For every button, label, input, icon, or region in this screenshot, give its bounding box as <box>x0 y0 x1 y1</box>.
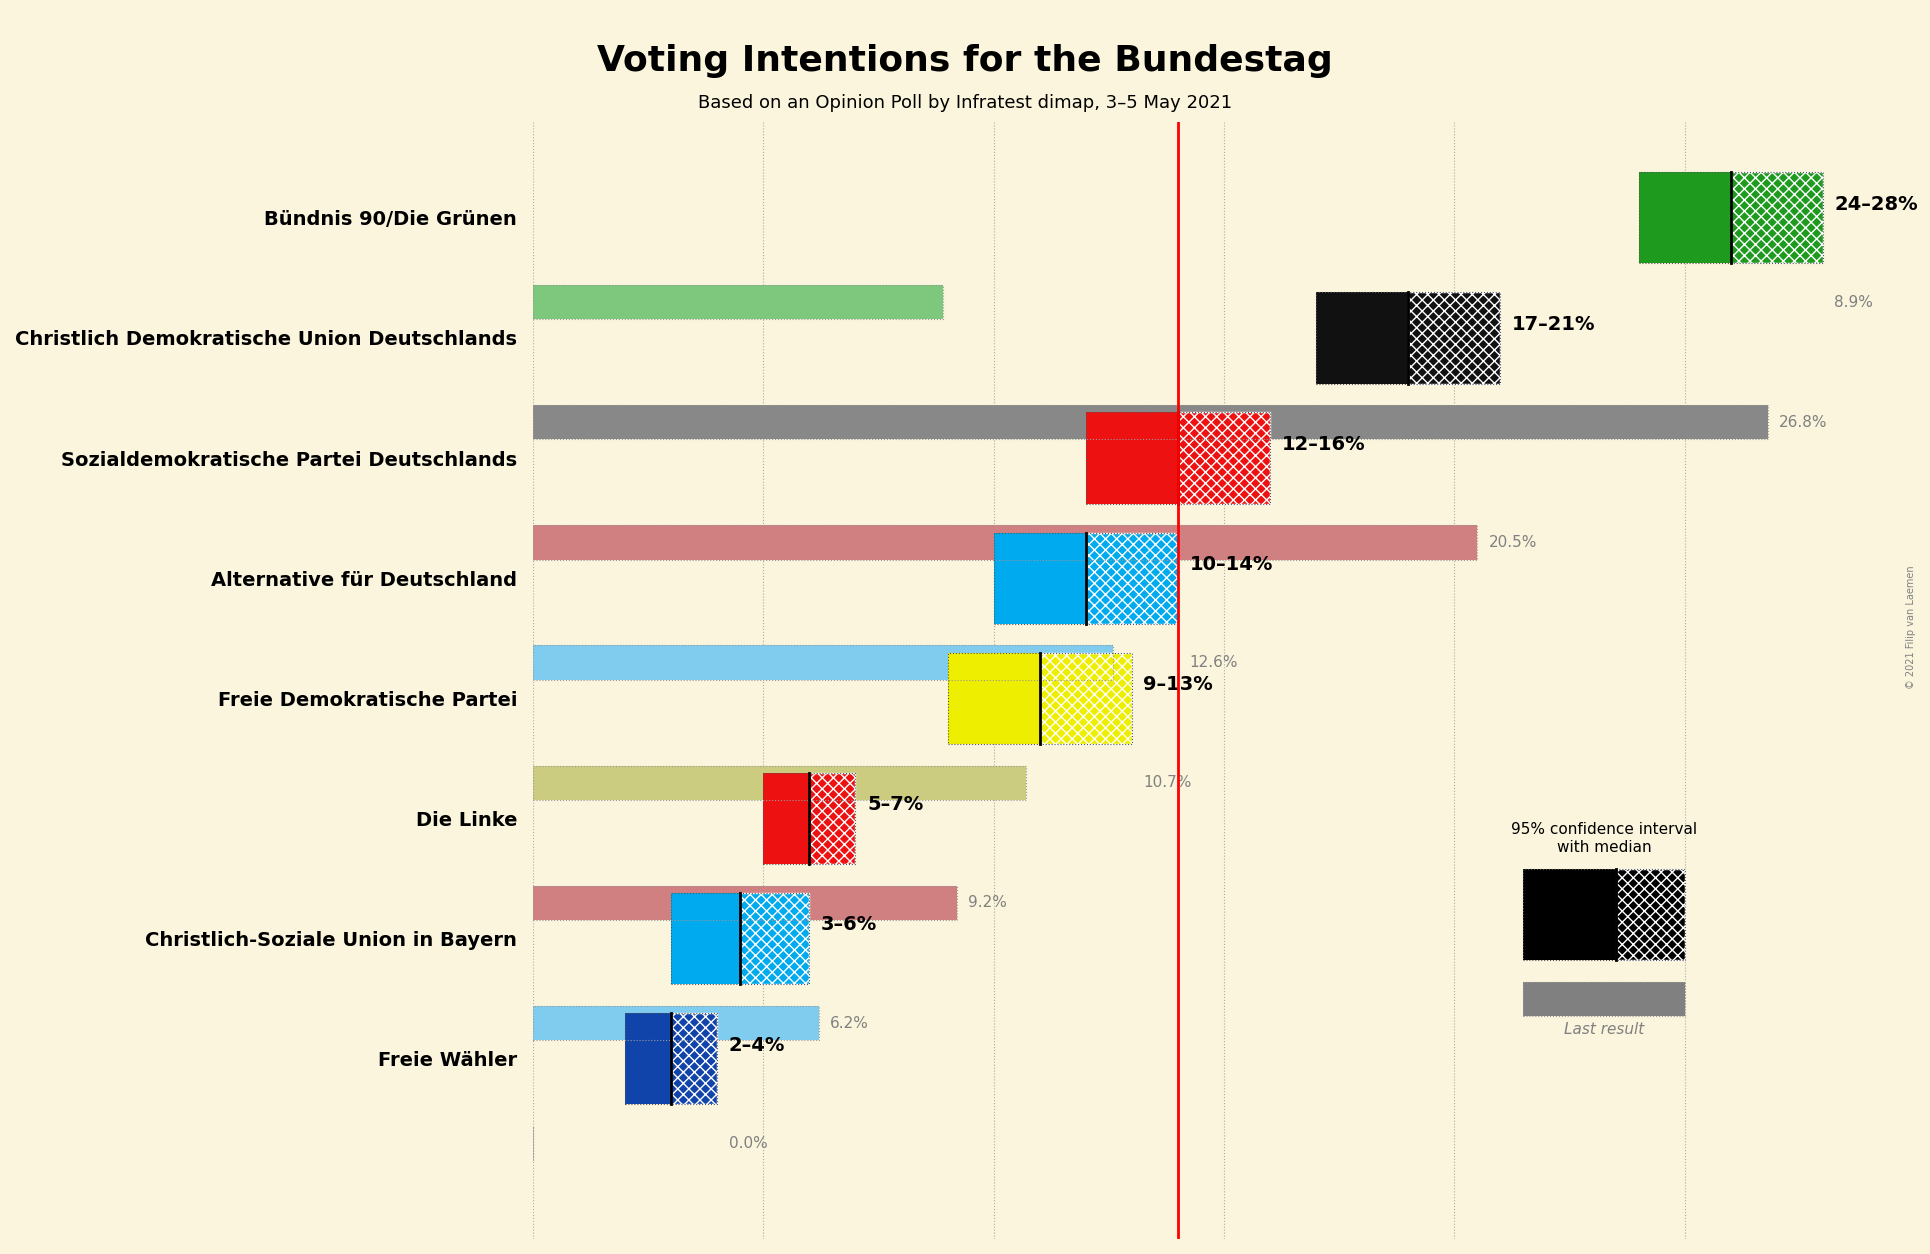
Bar <box>533 766 1027 800</box>
Bar <box>1040 652 1131 744</box>
Text: 3–6%: 3–6% <box>820 915 876 934</box>
Bar <box>533 885 957 920</box>
Bar <box>533 885 957 920</box>
Bar <box>809 772 855 864</box>
Bar <box>533 525 1476 559</box>
Bar <box>1409 292 1500 384</box>
Text: Voting Intentions for the Bundestag: Voting Intentions for the Bundestag <box>596 44 1334 78</box>
Bar <box>1523 869 1685 961</box>
Bar <box>1615 869 1685 961</box>
Text: 9–13%: 9–13% <box>1143 675 1214 695</box>
Text: 20.5%: 20.5% <box>1488 535 1538 551</box>
Text: 24–28%: 24–28% <box>1834 194 1918 213</box>
Bar <box>1087 413 1270 504</box>
Text: 12–16%: 12–16% <box>1282 435 1365 454</box>
Bar <box>533 1006 818 1040</box>
Text: 12.6%: 12.6% <box>1189 655 1237 670</box>
Bar <box>533 525 1476 559</box>
Bar <box>1523 982 1685 1016</box>
Bar <box>1087 413 1177 504</box>
Bar <box>1731 172 1822 263</box>
Bar <box>672 893 809 984</box>
Bar <box>1639 172 1822 263</box>
Bar <box>533 1006 818 1040</box>
Bar <box>625 1013 672 1105</box>
Bar <box>533 405 1768 439</box>
Text: Last result: Last result <box>1563 1022 1644 1037</box>
Text: Based on an Opinion Poll by Infratest dimap, 3–5 May 2021: Based on an Opinion Poll by Infratest di… <box>699 94 1231 112</box>
Text: 0.0%: 0.0% <box>730 1136 768 1151</box>
Text: 10–14%: 10–14% <box>1189 556 1272 574</box>
Bar <box>1316 292 1409 384</box>
Bar <box>672 893 741 984</box>
Bar <box>1177 413 1270 504</box>
Text: 95% confidence interval
with median: 95% confidence interval with median <box>1511 823 1696 854</box>
Text: 6.2%: 6.2% <box>830 1016 868 1031</box>
Bar <box>1087 533 1177 623</box>
Bar <box>533 405 1768 439</box>
Bar <box>948 652 1040 744</box>
Text: 9.2%: 9.2% <box>969 895 1007 910</box>
Bar <box>533 646 1114 680</box>
Bar <box>762 772 855 864</box>
Bar <box>533 766 1027 800</box>
Text: 8.9%: 8.9% <box>1834 295 1874 310</box>
Bar <box>948 652 1131 744</box>
Text: 10.7%: 10.7% <box>1143 775 1191 790</box>
Text: 26.8%: 26.8% <box>1779 415 1828 430</box>
Bar <box>533 646 1114 680</box>
Text: 5–7%: 5–7% <box>867 795 923 814</box>
Bar <box>741 893 809 984</box>
Bar <box>533 285 944 320</box>
Bar <box>994 533 1177 623</box>
Bar <box>1523 869 1615 961</box>
Text: © 2021 Filip van Laemen: © 2021 Filip van Laemen <box>1907 566 1916 688</box>
Bar <box>1316 292 1500 384</box>
Text: 2–4%: 2–4% <box>730 1036 786 1055</box>
Bar <box>672 1013 718 1105</box>
Bar <box>533 285 944 320</box>
Bar <box>1639 172 1731 263</box>
Bar <box>1523 982 1685 1016</box>
Text: 17–21%: 17–21% <box>1511 315 1596 334</box>
Bar <box>762 772 809 864</box>
Bar <box>625 1013 718 1105</box>
Bar <box>994 533 1087 623</box>
